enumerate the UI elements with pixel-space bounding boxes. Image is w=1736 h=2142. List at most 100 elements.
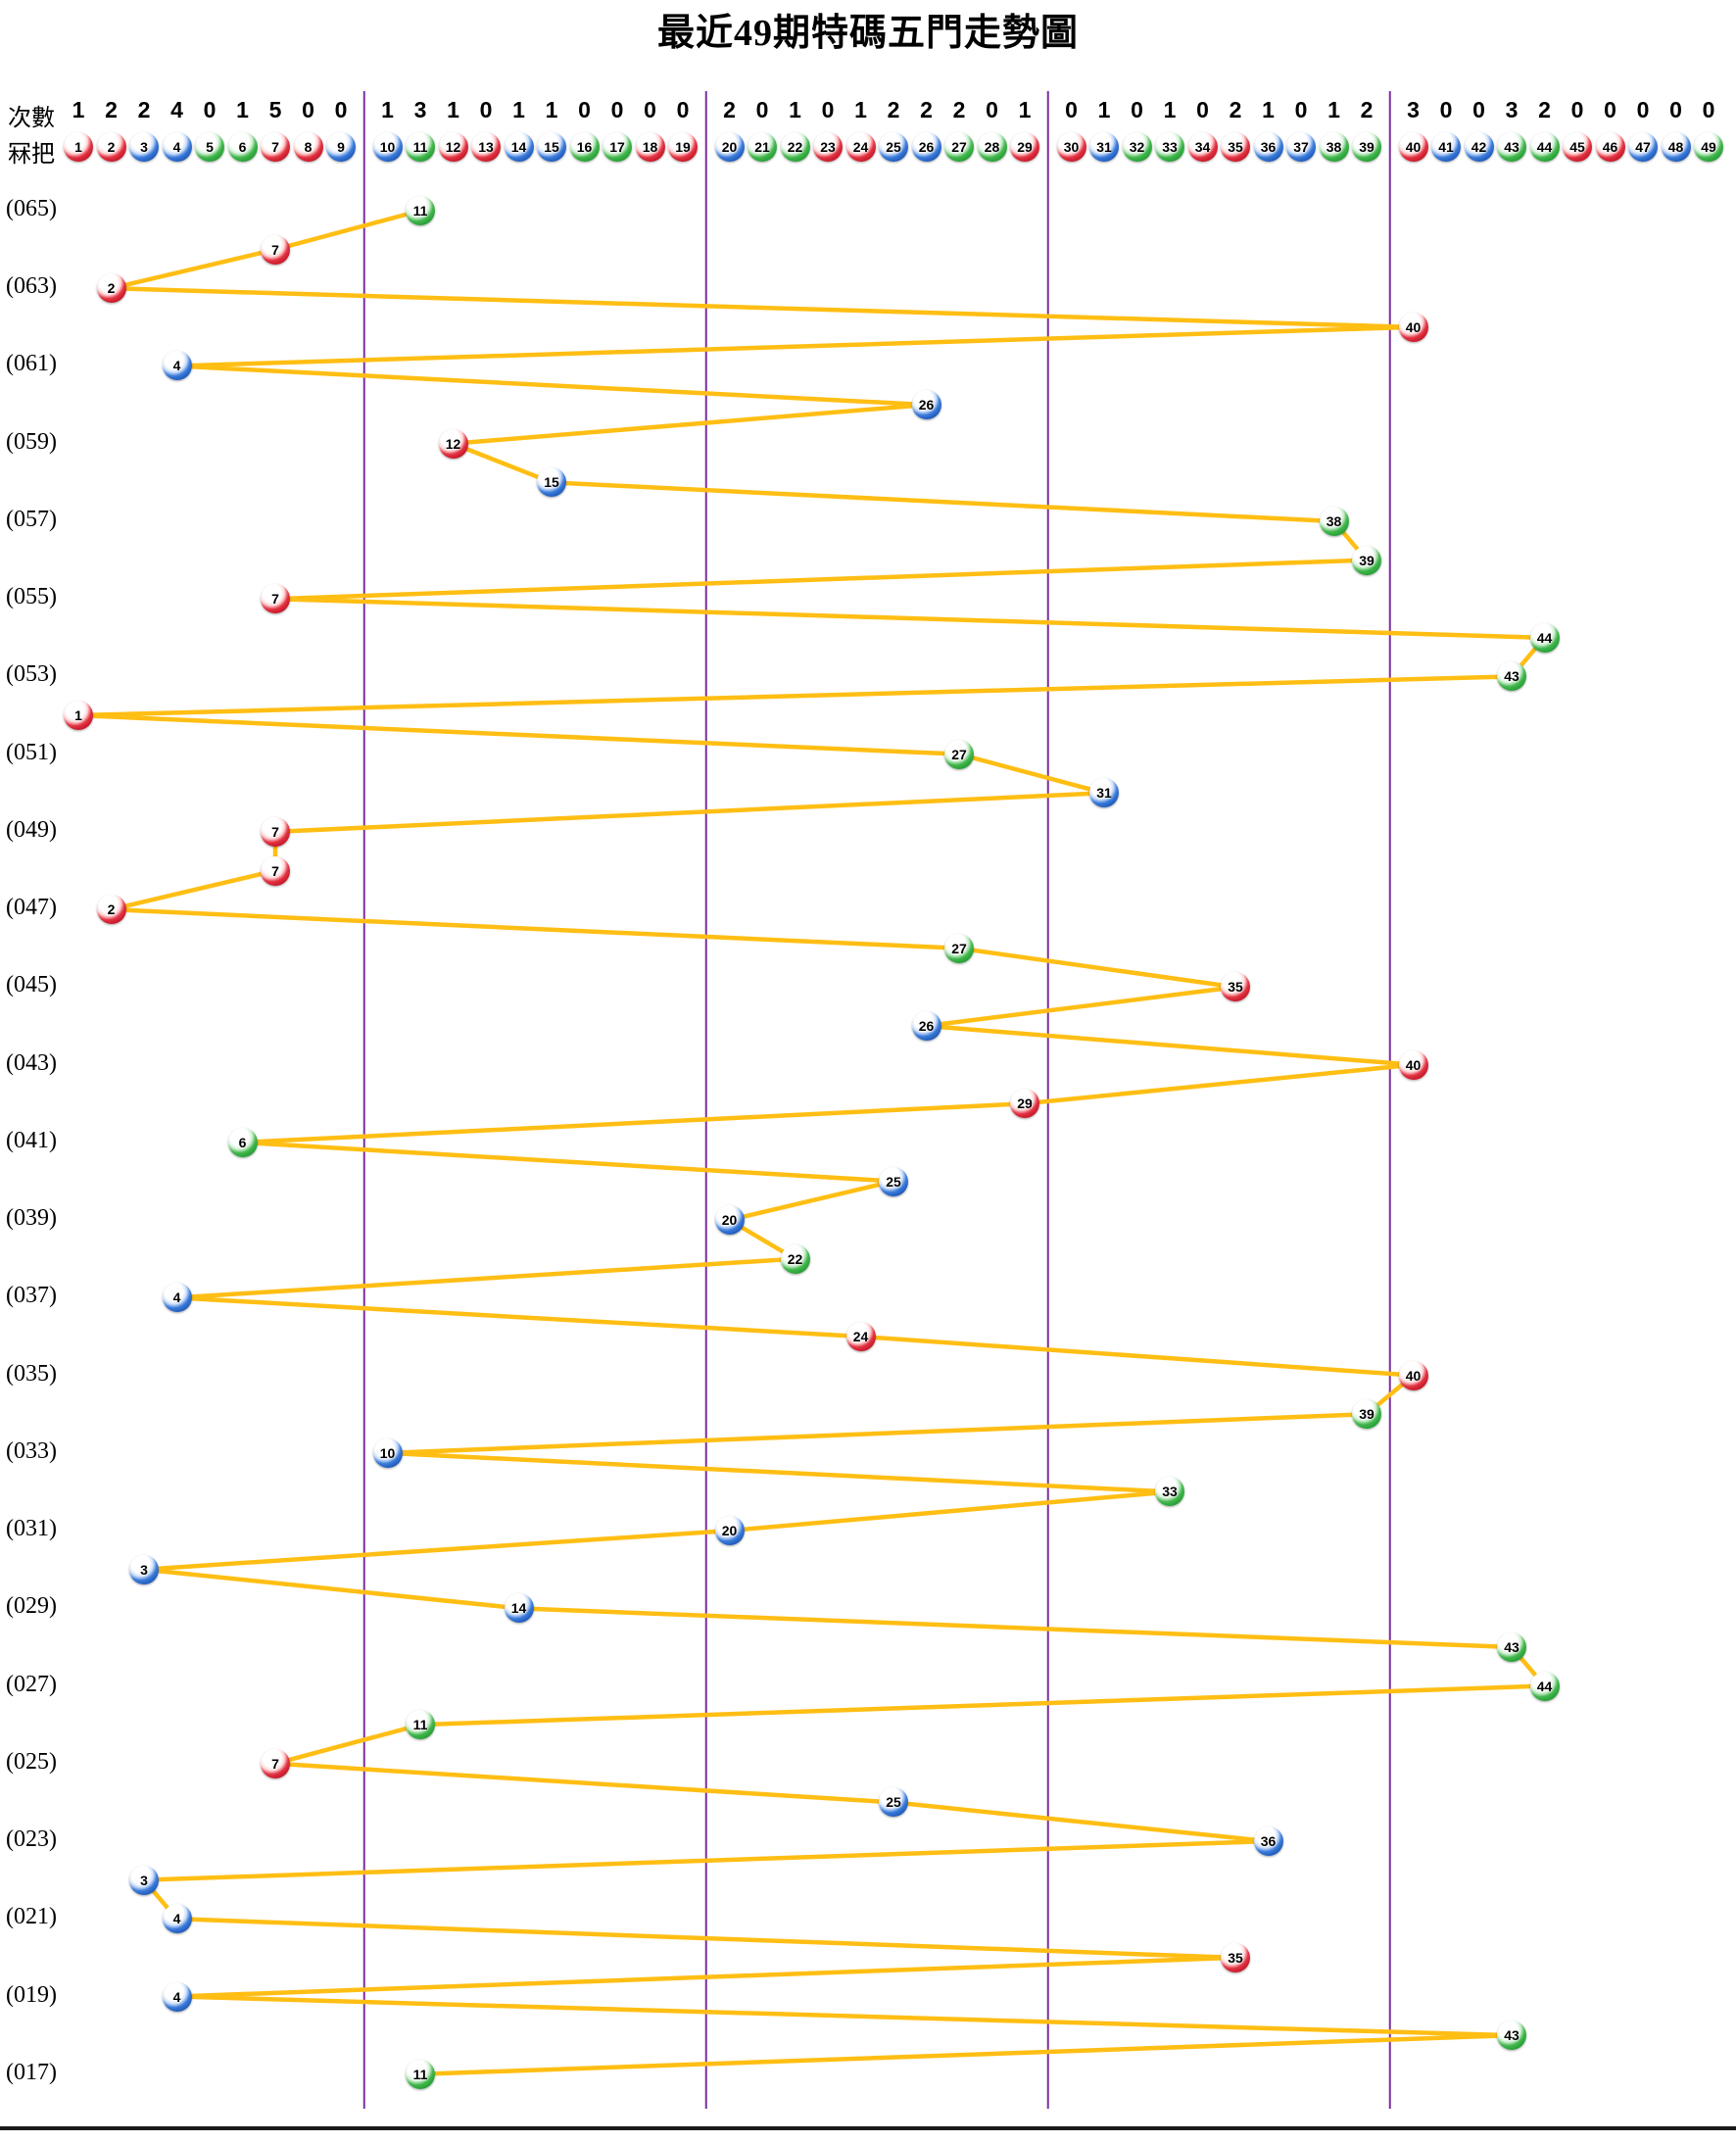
chart-ball: 26 (911, 1011, 941, 1042)
chart-ball: 43 (1497, 661, 1526, 692)
header-ball: 44 (1529, 132, 1560, 162)
count-value: 0 (1196, 97, 1209, 122)
period-label: (019) (6, 1981, 57, 2008)
count-value: 0 (1570, 97, 1584, 122)
chart-ball: 7 (261, 584, 290, 614)
period-label: (029) (6, 1593, 57, 1620)
chart-ball: 20 (714, 1516, 745, 1546)
chart-ball: 27 (944, 933, 974, 963)
chart-ball: 2 (96, 895, 126, 925)
count-value: 4 (170, 97, 183, 122)
counts-row-label: 次數 (8, 105, 55, 131)
count-value: 0 (203, 97, 217, 122)
header-ball: 1 (64, 132, 93, 162)
header-ball: 7 (261, 132, 290, 162)
chart-ball: 10 (372, 1437, 403, 1468)
chart-ball: 11 (406, 196, 435, 225)
header-ball: 21 (747, 132, 777, 162)
chart-ball: 40 (1398, 1360, 1428, 1390)
header-ball: 39 (1352, 132, 1381, 162)
count-value: 1 (72, 97, 85, 122)
count-value: 0 (1669, 97, 1682, 122)
header-ball: 33 (1155, 132, 1184, 162)
count-value: 2 (105, 97, 118, 122)
period-label: (047) (6, 895, 57, 921)
period-label: (053) (6, 661, 57, 688)
count-value: 3 (1407, 97, 1420, 122)
count-value: 1 (1163, 97, 1177, 122)
chart-ball: 44 (1529, 622, 1560, 653)
count-value: 1 (236, 97, 249, 122)
chart-ball: 20 (714, 1205, 745, 1236)
period-label: (025) (6, 1748, 57, 1775)
period-label: (037) (6, 1283, 57, 1309)
header-ball: 15 (537, 132, 566, 162)
count-value: 0 (479, 97, 493, 122)
period-label: (051) (6, 739, 57, 765)
count-value: 2 (723, 97, 736, 122)
header-ball: 38 (1319, 132, 1349, 162)
count-value: 0 (1702, 97, 1715, 122)
header-ball: 29 (1010, 132, 1039, 162)
header-ball: 30 (1056, 132, 1086, 162)
header-ball: 16 (569, 132, 600, 162)
chart-ball: 44 (1529, 1671, 1560, 1701)
header-ball: 40 (1398, 132, 1428, 162)
page-title: 最近49期特碼五門走勢圖 (656, 13, 1079, 54)
period-label: (017) (6, 2059, 57, 2085)
period-label: (057) (6, 506, 57, 532)
period-label: (021) (6, 1904, 57, 1930)
count-value: 2 (1538, 97, 1551, 122)
count-value: 1 (512, 97, 525, 122)
header-ball: 9 (326, 132, 356, 162)
header-ball: 34 (1187, 132, 1218, 162)
count-value: 0 (644, 97, 656, 122)
count-value: 3 (1505, 97, 1519, 122)
period-label: (031) (6, 1516, 57, 1542)
count-value: 0 (1294, 97, 1308, 122)
count-value: 2 (137, 97, 151, 122)
count-value: 0 (302, 97, 314, 122)
header-ball: 10 (372, 132, 403, 162)
chart-ball: 12 (438, 428, 468, 459)
count-value: 0 (1131, 97, 1143, 122)
count-value: 0 (1439, 97, 1453, 122)
chart-ball: 15 (537, 467, 566, 498)
count-value: 2 (1229, 97, 1242, 122)
chart-ball: 7 (261, 234, 290, 265)
header-ball: 11 (406, 132, 435, 162)
count-value: 2 (952, 97, 966, 122)
chart-ball: 35 (1221, 972, 1250, 1002)
count-value: 0 (1636, 97, 1650, 122)
count-value: 1 (381, 97, 394, 122)
period-label: (065) (6, 196, 57, 221)
chart-ball: 11 (406, 1710, 435, 1740)
count-value: 1 (1262, 97, 1275, 122)
period-label: (023) (6, 1826, 57, 1853)
count-value: 1 (447, 97, 459, 122)
chart-ball: 33 (1155, 1477, 1184, 1507)
chart-ball: 35 (1221, 1942, 1250, 1972)
chart-ball: 40 (1398, 312, 1428, 342)
chart-ball: 38 (1319, 506, 1349, 536)
chart-ball: 25 (879, 1787, 908, 1818)
header-ball: 41 (1431, 132, 1461, 162)
chart-ball: 24 (845, 1321, 876, 1351)
header-ball: 32 (1122, 132, 1152, 162)
header-ball: 27 (944, 132, 974, 162)
header-ball: 20 (714, 132, 745, 162)
chart-ball: 39 (1352, 1399, 1381, 1430)
header-ball: 28 (977, 132, 1007, 162)
count-value: 5 (268, 97, 282, 122)
count-value: 0 (1604, 97, 1616, 122)
period-label: (041) (6, 1127, 57, 1153)
header-ball: 4 (162, 132, 192, 162)
period-label: (043) (6, 1049, 57, 1076)
count-value: 3 (413, 97, 427, 122)
chart-ball: 3 (129, 1554, 159, 1584)
chart-ball: 7 (261, 816, 290, 847)
period-label: (035) (6, 1360, 57, 1387)
chart-ball: 39 (1352, 545, 1381, 575)
count-value: 0 (821, 97, 835, 122)
chart-ball: 31 (1089, 778, 1119, 808)
